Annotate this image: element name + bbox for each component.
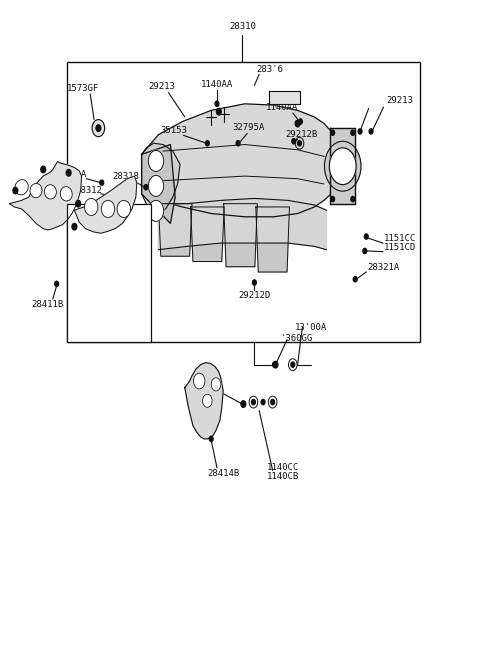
Text: 13'00A: 13'00A bbox=[295, 323, 327, 332]
Text: 1151CD: 1151CD bbox=[384, 243, 416, 252]
Circle shape bbox=[363, 248, 367, 254]
Circle shape bbox=[351, 196, 355, 202]
Circle shape bbox=[261, 399, 265, 405]
Circle shape bbox=[295, 120, 300, 127]
Circle shape bbox=[96, 125, 101, 131]
Polygon shape bbox=[158, 198, 326, 250]
Circle shape bbox=[236, 141, 240, 146]
Text: 28321A: 28321A bbox=[367, 263, 399, 272]
Circle shape bbox=[351, 130, 355, 135]
Circle shape bbox=[144, 185, 148, 190]
Circle shape bbox=[100, 180, 104, 185]
Bar bbox=[67, 204, 151, 342]
Ellipse shape bbox=[45, 185, 56, 199]
Polygon shape bbox=[269, 91, 300, 104]
Circle shape bbox=[66, 170, 71, 176]
Circle shape bbox=[324, 141, 361, 191]
Circle shape bbox=[329, 148, 356, 185]
Circle shape bbox=[252, 280, 256, 285]
Text: 29212D: 29212D bbox=[238, 291, 271, 300]
Text: 1140AA: 1140AA bbox=[201, 79, 233, 89]
Circle shape bbox=[273, 361, 278, 368]
Text: 29212B: 29212B bbox=[285, 129, 317, 139]
Text: 283'6: 283'6 bbox=[256, 65, 283, 74]
Circle shape bbox=[148, 150, 164, 171]
Ellipse shape bbox=[84, 198, 98, 215]
Ellipse shape bbox=[60, 187, 72, 201]
Text: 1140CB: 1140CB bbox=[267, 472, 300, 482]
Circle shape bbox=[241, 401, 246, 407]
Circle shape bbox=[76, 200, 81, 207]
Text: 28414B: 28414B bbox=[207, 468, 240, 478]
Circle shape bbox=[271, 399, 275, 405]
Circle shape bbox=[203, 394, 212, 407]
Circle shape bbox=[292, 139, 296, 144]
Text: 1140CC: 1140CC bbox=[267, 463, 300, 472]
Polygon shape bbox=[256, 207, 289, 272]
Ellipse shape bbox=[101, 200, 115, 217]
Text: 28411B: 28411B bbox=[31, 300, 63, 309]
Circle shape bbox=[13, 187, 18, 194]
Circle shape bbox=[72, 223, 77, 230]
Text: 35153: 35153 bbox=[160, 125, 187, 135]
Circle shape bbox=[193, 373, 205, 389]
Text: '360GG: '360GG bbox=[280, 334, 313, 343]
Text: 28312: 28312 bbox=[75, 186, 102, 195]
Ellipse shape bbox=[15, 179, 28, 195]
Text: 29213: 29213 bbox=[149, 82, 176, 91]
Polygon shape bbox=[74, 176, 137, 233]
Bar bbox=[67, 62, 420, 342]
Text: 29213: 29213 bbox=[386, 96, 413, 105]
Circle shape bbox=[205, 141, 209, 146]
Text: 1573GF: 1573GF bbox=[66, 84, 99, 93]
Circle shape bbox=[215, 101, 219, 106]
Circle shape bbox=[331, 130, 335, 135]
Circle shape bbox=[298, 141, 301, 146]
Ellipse shape bbox=[117, 200, 131, 217]
Circle shape bbox=[291, 362, 295, 367]
Polygon shape bbox=[10, 162, 82, 230]
Circle shape bbox=[364, 234, 368, 239]
Text: 1140AA: 1140AA bbox=[55, 170, 87, 179]
Circle shape bbox=[331, 196, 335, 202]
Circle shape bbox=[211, 378, 221, 391]
Ellipse shape bbox=[30, 183, 42, 198]
Circle shape bbox=[41, 166, 46, 173]
Polygon shape bbox=[158, 204, 192, 256]
Text: 1140AA: 1140AA bbox=[266, 102, 299, 112]
Circle shape bbox=[273, 362, 276, 367]
Circle shape bbox=[353, 277, 357, 282]
Circle shape bbox=[216, 108, 221, 115]
Polygon shape bbox=[142, 145, 175, 223]
Circle shape bbox=[209, 436, 213, 442]
Circle shape bbox=[252, 399, 255, 405]
Text: 32795A: 32795A bbox=[232, 123, 265, 132]
Text: 1151CC: 1151CC bbox=[384, 234, 416, 243]
Circle shape bbox=[55, 281, 59, 286]
Polygon shape bbox=[142, 143, 180, 214]
Circle shape bbox=[299, 119, 302, 124]
Circle shape bbox=[92, 120, 105, 137]
Polygon shape bbox=[191, 207, 224, 261]
Polygon shape bbox=[224, 204, 257, 267]
Polygon shape bbox=[330, 128, 355, 204]
Text: 28310: 28310 bbox=[229, 22, 256, 32]
Polygon shape bbox=[185, 363, 223, 439]
Polygon shape bbox=[142, 104, 331, 217]
Text: 28318: 28318 bbox=[112, 171, 139, 181]
Circle shape bbox=[358, 129, 362, 134]
Circle shape bbox=[369, 129, 373, 134]
Circle shape bbox=[148, 175, 164, 196]
Circle shape bbox=[148, 200, 164, 221]
